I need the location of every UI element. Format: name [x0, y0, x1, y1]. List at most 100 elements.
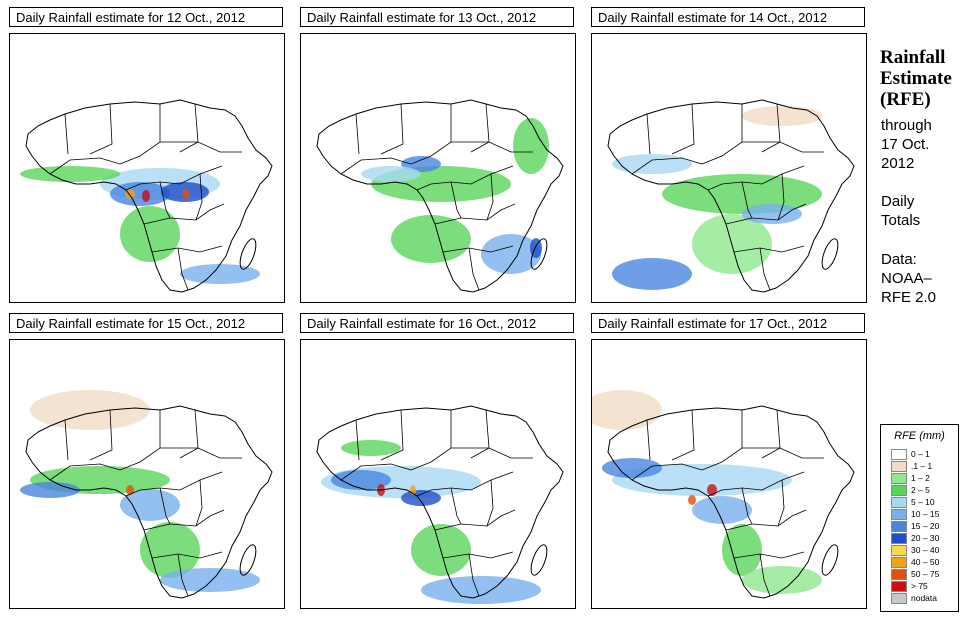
legend-label: 10 – 15	[911, 509, 940, 519]
rainfall-area	[592, 390, 662, 430]
country-border	[355, 113, 360, 155]
map-panel-15-oct: Daily Rainfall estimate for 15 Oct., 201…	[9, 313, 285, 609]
country-border	[125, 165, 223, 191]
country-border	[179, 103, 199, 153]
rainfall-area	[110, 182, 170, 206]
country-border	[195, 173, 203, 221]
country-border	[380, 103, 404, 155]
legend-swatch	[891, 545, 907, 556]
map-panel-16-oct: Daily Rainfall estimate for 16 Oct., 201…	[300, 313, 576, 609]
rainfall-map	[9, 339, 285, 609]
legend-swatch	[891, 569, 907, 580]
country-border	[701, 447, 824, 471]
country-border	[671, 409, 695, 461]
coastline	[316, 99, 564, 293]
rainfall-area	[421, 576, 541, 604]
product-title-line: Rainfall	[880, 47, 946, 68]
country-border	[468, 553, 480, 597]
rainfall-area	[688, 495, 696, 505]
country-border	[707, 471, 805, 497]
panel-title: Daily Rainfall estimate for 16 Oct., 201…	[300, 313, 574, 333]
rainfall-area	[140, 522, 200, 578]
country-border	[195, 479, 203, 527]
country-border	[119, 141, 242, 165]
panel-title: Daily Rainfall estimate for 17 Oct., 201…	[591, 313, 865, 333]
rainfall-map	[591, 339, 867, 609]
legend-swatch	[891, 557, 907, 568]
rainfall-area	[341, 440, 401, 456]
country-border	[761, 409, 781, 459]
rainfall-area	[742, 106, 822, 126]
country-border	[777, 173, 785, 221]
product-title-line: (RFE)	[880, 89, 931, 110]
data-label: Data:	[881, 251, 917, 268]
country-border	[741, 181, 753, 219]
legend-label: 5 – 10	[911, 497, 935, 507]
coastline	[607, 405, 855, 599]
rainfall-area	[722, 524, 762, 576]
legend-swatch	[891, 473, 907, 484]
legend-label: nodata	[911, 593, 937, 603]
country-border	[159, 487, 171, 525]
rainfall-area	[180, 264, 260, 284]
legend-swatch	[891, 581, 907, 592]
panel-title: Daily Rainfall estimate for 14 Oct., 201…	[591, 7, 865, 27]
country-border	[416, 165, 514, 191]
rainfall-area	[361, 166, 421, 182]
country-border	[49, 157, 121, 175]
country-border	[646, 419, 651, 461]
rainfall-area	[30, 390, 150, 430]
country-border	[410, 141, 533, 165]
product-title: Rainfall Estimate (RFE)	[880, 47, 952, 110]
map-panel-13-oct: Daily Rainfall estimate for 13 Oct., 201…	[300, 7, 576, 303]
country-border	[89, 103, 113, 155]
legend-label: 0 – 1	[911, 449, 930, 459]
legend-swatch	[891, 593, 907, 604]
country-border	[468, 247, 480, 291]
country-border	[380, 409, 404, 461]
legend-label: 15 – 20	[911, 521, 940, 531]
country-border	[89, 409, 113, 461]
legend-title: RFE (mm)	[894, 430, 945, 442]
country-border	[119, 447, 242, 471]
country-border	[179, 409, 199, 459]
rainfall-area	[182, 189, 190, 199]
legend-swatch	[891, 497, 907, 508]
country-border	[434, 509, 516, 531]
map-svg	[607, 99, 855, 293]
madagascar-outline	[530, 238, 548, 270]
country-border	[442, 551, 514, 559]
country-border	[49, 463, 121, 481]
country-border	[416, 471, 514, 497]
country-border	[486, 173, 494, 221]
country-border	[759, 247, 771, 291]
coastline	[25, 405, 273, 599]
rainfall-map	[300, 33, 576, 303]
rainfall-map	[591, 33, 867, 303]
country-border	[151, 551, 223, 559]
through-year: 2012	[881, 155, 915, 172]
country-border	[340, 157, 412, 175]
madagascar-outline	[821, 544, 839, 576]
country-border	[733, 245, 805, 253]
through-label: through	[881, 117, 932, 134]
country-border	[733, 551, 805, 559]
rainfall-area	[692, 496, 752, 524]
rainfall-area	[160, 568, 260, 592]
rainfall-area	[391, 215, 471, 263]
country-border	[410, 447, 533, 471]
legend-swatch	[891, 509, 907, 520]
coastline	[607, 99, 855, 293]
panel-title: Daily Rainfall estimate for 13 Oct., 201…	[300, 7, 574, 27]
country-border	[631, 463, 703, 481]
through-date: 17 Oct.	[881, 136, 930, 153]
rainfall-area	[612, 154, 692, 174]
rainfall-map	[300, 339, 576, 609]
rainfall-area	[742, 566, 822, 594]
rainfall-area	[331, 470, 391, 490]
legend-swatch	[891, 533, 907, 544]
legend-label: 20 – 30	[911, 533, 940, 543]
legend-label: > 75	[911, 581, 928, 591]
rainfall-map	[9, 33, 285, 303]
madagascar-outline	[821, 238, 839, 270]
